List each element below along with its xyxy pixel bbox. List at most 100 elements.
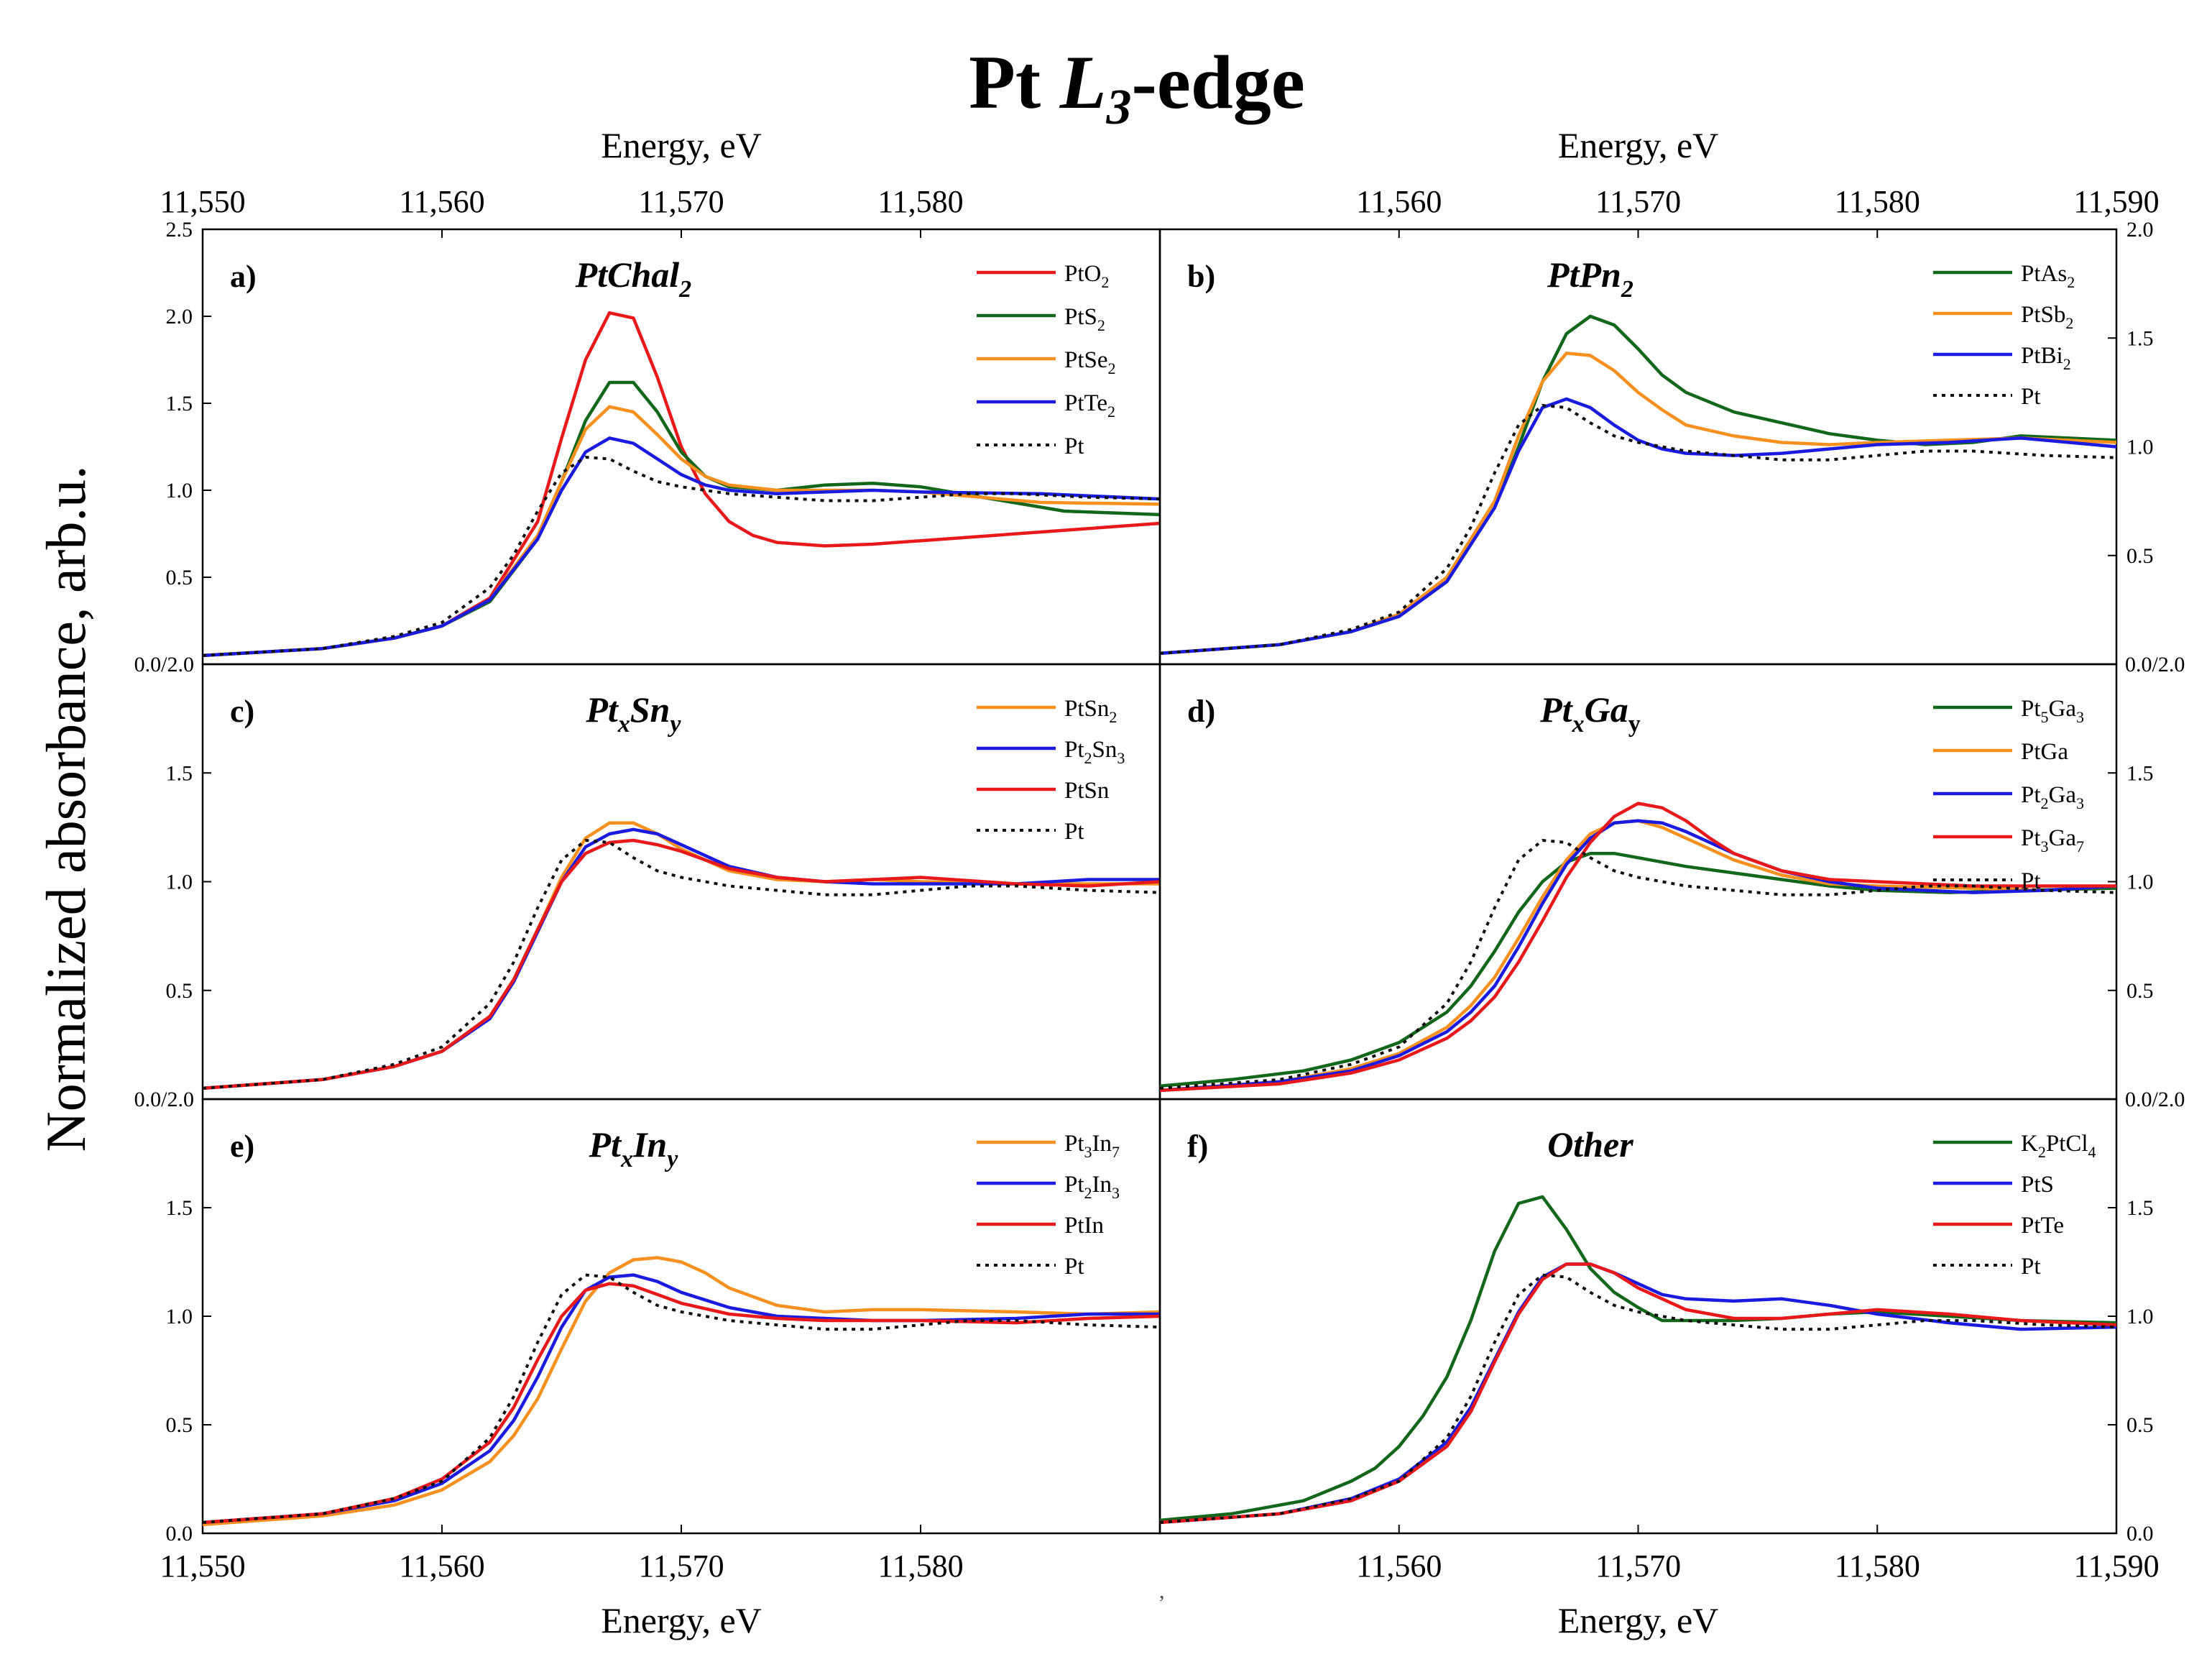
legend-label: PtSn — [1064, 778, 1109, 804]
legend-label-part: 3 — [1112, 1184, 1120, 1202]
y-tick-label: 0.5 — [2126, 1413, 2154, 1437]
legend-label-part: 2 — [2063, 355, 2071, 373]
panel-title-part: y — [667, 711, 681, 738]
legend-label: Pt — [2021, 1254, 2041, 1280]
panel-c: 0.51.01.50.0/2.0c) PtxSnyPtSn2Pt2Sn3PtSnP… — [134, 663, 1161, 1111]
x-tick-label-top: 11,550 — [160, 184, 245, 219]
legend-label-part: Ga — [2049, 825, 2077, 851]
series-line — [203, 1282, 1160, 1525]
panel-frame — [1158, 228, 2118, 666]
panel-title: PtPn2 — [1547, 254, 1633, 303]
panel-frame — [201, 1098, 1161, 1535]
x-tick-label-bottom: 11,550 — [160, 1548, 245, 1584]
panel-title-part: Sn — [630, 689, 670, 730]
legend-label-part: 4 — [2088, 1143, 2096, 1161]
legend-label: PtSn2 — [1064, 696, 1117, 726]
legend-label: PtS2 — [1064, 304, 1105, 334]
series-line — [1160, 819, 2116, 1093]
legend-label-part: 2 — [2038, 1143, 2046, 1161]
legend-label-part: PtTe — [2021, 1213, 2064, 1239]
x-tick-label-bottom: 11,560 — [399, 1548, 484, 1584]
y-tick-label: 0.5 — [2126, 979, 2154, 1003]
legend-label-part: Pt — [1064, 1172, 1084, 1198]
legend-label: Pt2Sn3 — [1064, 737, 1125, 767]
panel-label: c) — [230, 694, 254, 729]
y-join-label: 0.0/2.0 — [134, 653, 194, 676]
series-line — [203, 827, 1160, 1091]
legend-label-part: 2 — [1109, 708, 1117, 726]
y-tick-label: 1.0 — [2126, 1305, 2154, 1328]
legend-label-part: PtAs — [2021, 261, 2067, 287]
y-tick-label: 1.5 — [2126, 326, 2154, 350]
legend-label: Pt — [2021, 868, 2041, 894]
x-tick-label-top: 11,570 — [638, 184, 724, 219]
y-tick-label: 1.5 — [166, 1196, 193, 1220]
series-group — [203, 1256, 1160, 1527]
legend-label-part: 2 — [2067, 273, 2075, 291]
series-line — [1160, 314, 2116, 656]
title-l: L — [1059, 40, 1107, 124]
panel-title-part: Ga — [1585, 689, 1628, 730]
legend-label: Pt — [1064, 819, 1084, 845]
legend-label-part: PtO — [1064, 261, 1101, 287]
panel-d: 0.51.01.50.0/2.0d) PtxGayPt5Ga3PtGaPt2Ga3… — [1158, 663, 2185, 1111]
panel-a: 0.5 1.0 1.5 2.0 2.5 0.0/2.0 11,550 11,560 11,570… — [134, 125, 1161, 676]
panels: 0.5 1.0 1.5 2.0 2.5 0.0/2.0 11,550 11,560 11,570… — [134, 125, 2185, 1640]
legend-label-part: 2 — [2065, 314, 2073, 332]
y-tick-label: 2.0 — [166, 305, 193, 329]
series-line — [203, 838, 1160, 1091]
legend-label-part: 3 — [2076, 794, 2084, 812]
y-join-label: 0.0/2.0 — [2125, 653, 2185, 676]
y-tick-label: 1.0 — [166, 1305, 193, 1328]
legend-label-part: PtCl — [2046, 1131, 2088, 1157]
x-tick-label-top: 11,560 — [399, 184, 484, 219]
legend-label-part: PtSn — [1064, 696, 1109, 722]
series-group — [203, 821, 1160, 1091]
y-tick-label: 0.5 — [166, 979, 193, 1003]
y-join-label: 0.0/2.0 — [134, 1088, 194, 1111]
x-tick-label-top: 11,570 — [1595, 184, 1681, 219]
panel-title-part: PtPn — [1547, 254, 1621, 295]
legend-label-part: 2 — [1108, 359, 1116, 377]
legend-label-part: 7 — [2076, 837, 2084, 855]
x-tick-label-bottom: 11,570 — [1595, 1548, 1681, 1584]
figure-title: Pt L3-edge — [969, 40, 1305, 135]
x-tick-label-bottom: 11,580 — [1835, 1548, 1920, 1584]
y-tick-label: 1.5 — [166, 392, 193, 416]
title-suffix: -edge — [1131, 40, 1304, 124]
panel-title-part: PtChal — [575, 254, 680, 295]
panel-title-part: Pt — [589, 1124, 623, 1165]
legend-label-part: Pt — [2021, 696, 2041, 722]
panel-e: 0.0 0.5 1.0 1.5 11,550 11,560 11,570 11,580 Ener… — [160, 1098, 1161, 1640]
y-tick-label: 0.0 — [166, 1522, 193, 1546]
panel-title-part: 2 — [1621, 276, 1633, 303]
legend-label-part: Pt — [1064, 1254, 1084, 1280]
panel-title-part: Pt — [585, 689, 619, 730]
x-axis-label-top: Energy, eV — [601, 125, 762, 165]
series-group — [1160, 802, 2116, 1093]
panel-title: PtxGay — [1539, 689, 1641, 738]
legend-label-part: PtSn — [1064, 778, 1109, 804]
y-tick-label: 1.5 — [166, 761, 193, 785]
x-axis-label-bottom: Energy, eV — [1558, 1600, 1719, 1640]
legend-label-part: 3 — [2041, 837, 2049, 855]
y-tick-label: 1.5 — [2126, 1196, 2154, 1220]
panel-title-part: x — [617, 711, 630, 738]
legend-label-part: K — [2021, 1131, 2038, 1157]
legend-label: PtAs2 — [2021, 261, 2075, 291]
y-tick-label: 1.0 — [166, 871, 193, 894]
series-line — [1160, 819, 2116, 1093]
legend-label-part: 2 — [1084, 749, 1092, 767]
legend-label-part: Pt — [1064, 1131, 1084, 1157]
series-line — [203, 821, 1160, 1091]
panel-label: f) — [1187, 1129, 1208, 1164]
legend-label-part: PtSb — [2021, 302, 2065, 328]
legend-label-part: PtIn — [1064, 1213, 1104, 1239]
legend-label-part: Pt — [2021, 868, 2041, 894]
panel-title: PtxIny — [589, 1124, 679, 1172]
legend-label-part: Pt — [1064, 737, 1084, 763]
series-line — [203, 839, 1160, 1090]
series-line — [1160, 1262, 2116, 1525]
